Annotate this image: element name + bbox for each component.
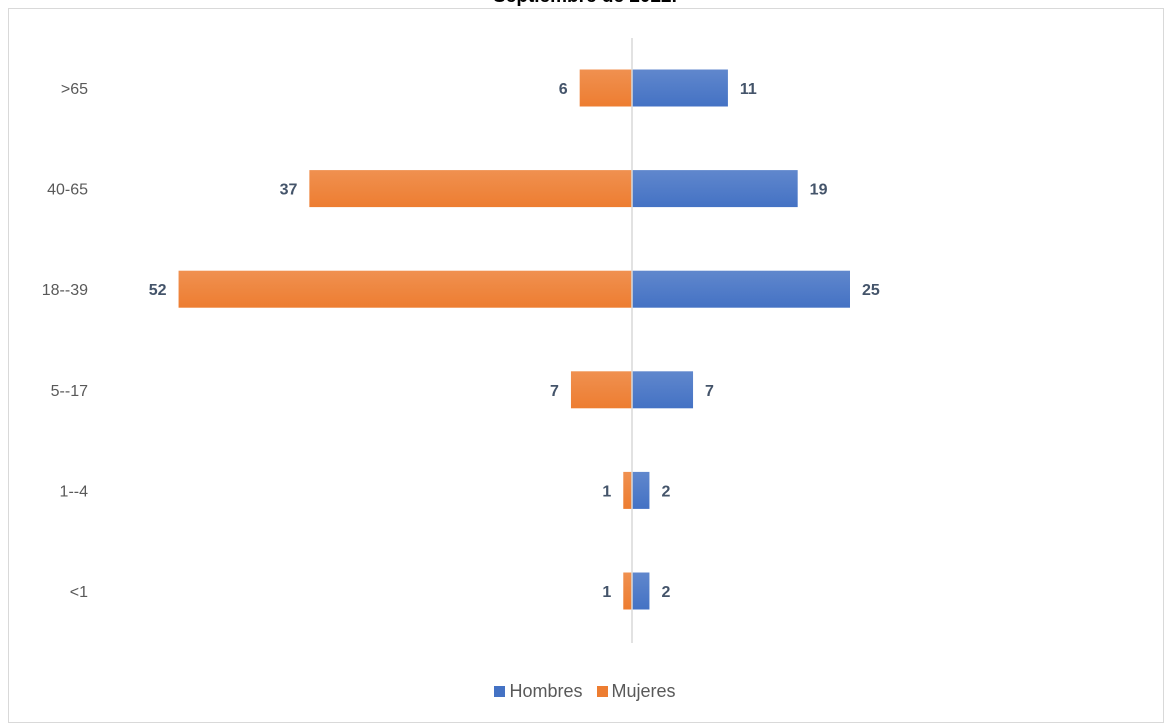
category-label: 40-65 [47,182,88,199]
legend-label-mujeres: Mujeres [611,681,676,701]
legend-swatch-mujeres [596,686,608,697]
chart-frame [8,8,1164,723]
category-label: 18--39 [42,282,88,299]
bar-hombres [632,572,650,610]
legend-item-hombres: Hombres [494,681,583,702]
bar-hombres [632,371,694,409]
bar-hombres [632,170,798,208]
data-label-hombres: 2 [661,584,670,601]
bar-mujeres [570,371,632,409]
data-label-hombres: 2 [661,483,670,500]
bar-mujeres [623,471,632,509]
legend-item-mujeres: Mujeres [596,681,676,702]
data-label-mujeres: 52 [149,282,167,299]
chart-title: Septiembre de 2022. [0,0,1170,8]
bar-mujeres [309,170,632,208]
data-label-hombres: 19 [810,182,828,199]
category-label: >65 [61,81,88,98]
data-label-hombres: 7 [705,383,714,400]
legend-label-hombres: Hombres [509,681,583,701]
data-label-mujeres: 1 [602,483,611,500]
data-label-mujeres: 37 [280,182,298,199]
data-label-hombres: 11 [740,81,757,98]
category-label: 1--4 [60,483,89,500]
data-label-mujeres: 6 [559,81,568,98]
category-label: <1 [70,584,88,601]
legend: Hombres Mujeres [0,681,1170,702]
data-label-mujeres: 1 [602,584,611,601]
bar-mujeres [623,572,632,610]
category-label: 5--17 [51,383,88,400]
bar-mujeres [178,270,632,308]
data-label-hombres: 25 [862,282,880,299]
bar-mujeres [579,69,632,107]
bar-hombres [632,69,728,107]
legend-swatch-hombres [494,686,506,697]
data-label-mujeres: 7 [550,383,559,400]
bar-hombres [632,270,850,308]
bar-hombres [632,471,650,509]
